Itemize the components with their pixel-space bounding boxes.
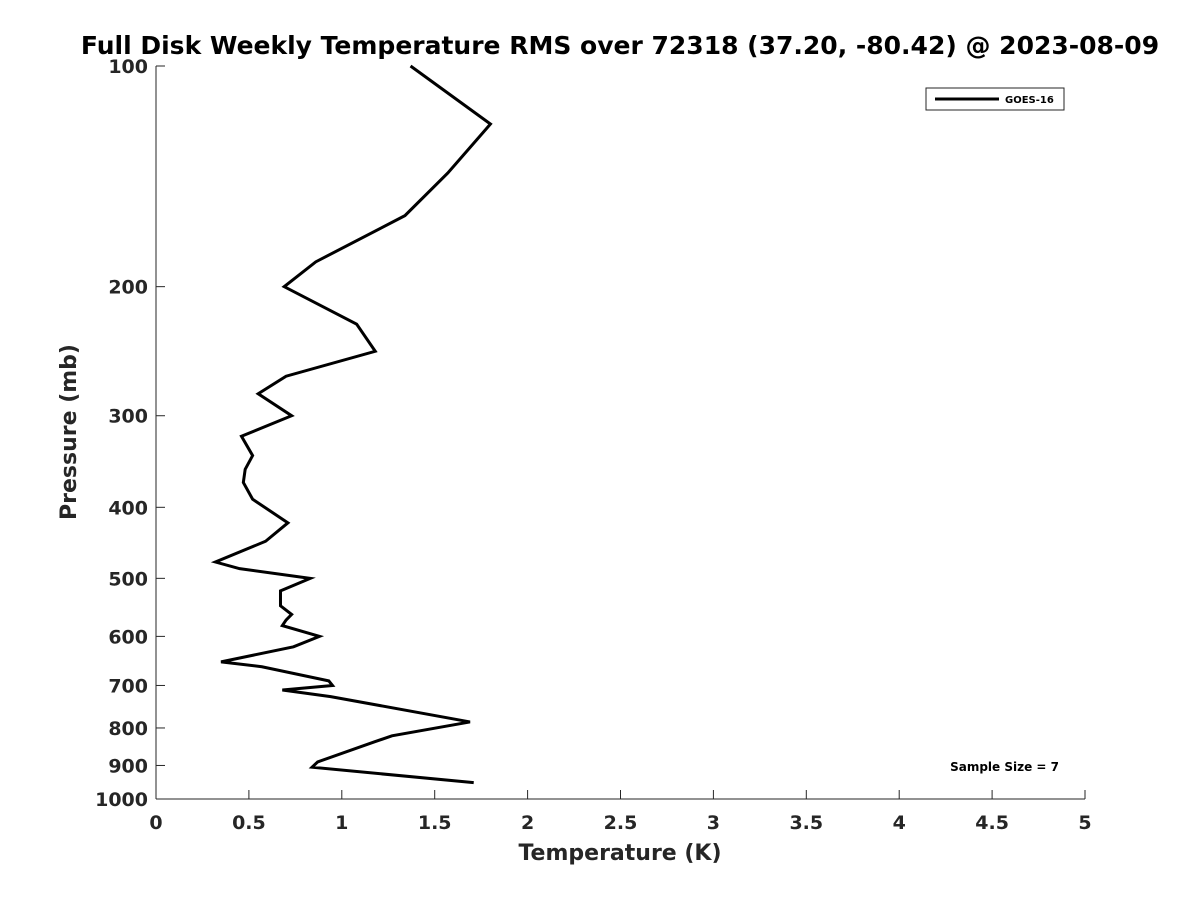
y-tick-label: 600 [108,626,148,648]
y-axis-label: Pressure (mb) [57,344,82,520]
x-tick-label: 1 [335,812,348,834]
legend-label-goes-16: GOES-16 [1005,95,1054,106]
x-tick-label: 4 [893,812,906,834]
sample-size-annotation: Sample Size = 7 [950,760,1059,774]
x-tick-label: 0 [149,812,162,834]
legend: GOES-16 [925,87,1065,111]
x-axis-ticks: 0 0.5 1 1.5 2 2.5 3 3.5 4 4.5 5 [149,790,1092,834]
x-tick-label: 3.5 [789,812,823,834]
y-tick-label: 900 [108,755,148,777]
x-tick-label: 2 [521,812,534,834]
x-axis-label: Temperature (K) [518,841,721,866]
y-tick-label: 200 [108,277,148,299]
y-tick-label: 800 [108,718,148,740]
y-tick-label: 100 [108,56,148,78]
x-tick-label: 0.5 [232,812,266,834]
y-tick-label: 500 [108,568,148,590]
x-tick-label: 1.5 [418,812,452,834]
y-axis-ticks: 100 200 300 400 500 600 700 800 900 1000 [95,56,165,811]
y-tick-label: 1000 [95,789,148,811]
x-tick-label: 3 [707,812,720,834]
y-tick-label: 400 [108,497,148,519]
x-tick-label: 4.5 [975,812,1009,834]
x-tick-label: 5 [1078,812,1091,834]
x-tick-label: 2.5 [604,812,638,834]
y-tick-label: 700 [108,675,148,697]
chart-title: Full Disk Weekly Temperature RMS over 72… [81,31,1159,60]
y-tick-label: 300 [108,406,148,428]
series-line-goes-16 [210,64,493,785]
series-group [210,64,493,785]
